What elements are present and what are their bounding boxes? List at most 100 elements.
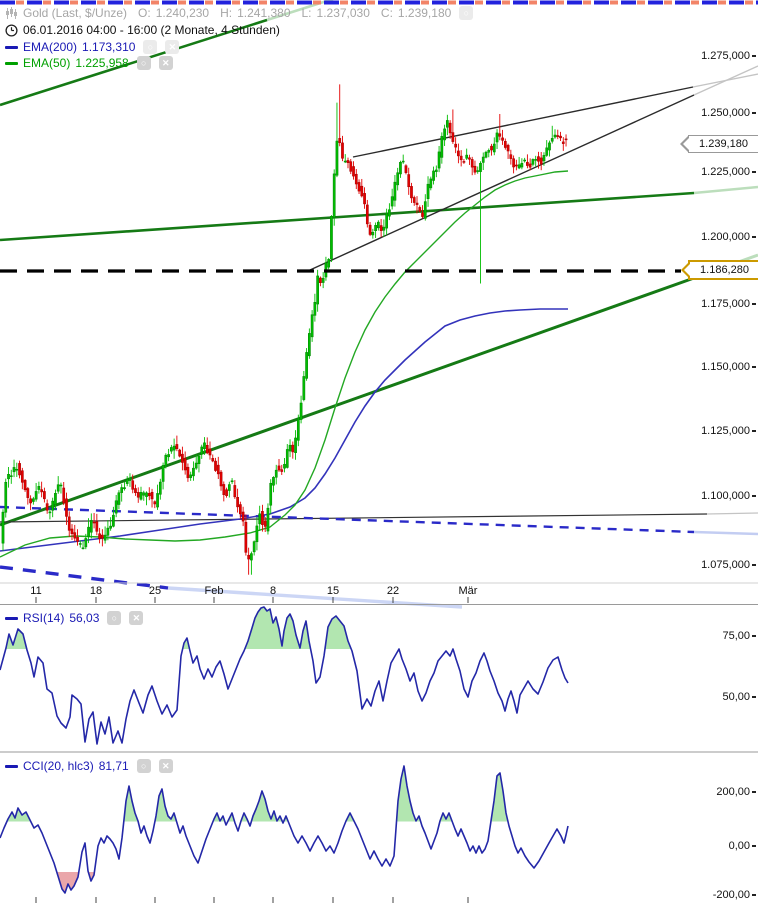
candle-body <box>34 491 38 500</box>
candle-body <box>244 521 248 553</box>
cci-settings-button[interactable]: ○ <box>136 759 151 773</box>
blue-dashed-downtrend[interactable] <box>0 565 169 590</box>
candle-body <box>277 465 281 471</box>
candle-body <box>164 454 168 466</box>
candle-body <box>468 157 471 160</box>
candle-body <box>1 511 5 544</box>
candle-body <box>258 513 262 525</box>
candle-body <box>197 456 201 465</box>
black-wedge-upper[interactable] <box>352 86 694 158</box>
candle-body <box>526 161 529 166</box>
black-wedge-lower[interactable] <box>309 94 695 271</box>
candle-body <box>401 160 405 163</box>
green-channel-lower[interactable] <box>0 276 695 527</box>
candle-body <box>399 161 402 175</box>
blue-dashed-downtrend-extension <box>167 586 463 609</box>
green-channel-upper[interactable] <box>0 18 268 107</box>
candle-body <box>374 225 377 232</box>
candle-body <box>181 453 184 463</box>
ema200-line[interactable] <box>0 308 568 552</box>
candle-body <box>84 538 88 548</box>
ema200-settings-button[interactable]: ○ <box>143 40 158 54</box>
cci-close-button[interactable]: ✕ <box>158 759 173 773</box>
candle-body <box>106 527 110 536</box>
candle-body <box>48 511 52 514</box>
rsi-close-button[interactable]: ✕ <box>129 611 144 625</box>
candle-body <box>26 488 30 498</box>
candle-body <box>189 474 193 478</box>
candle-body <box>426 183 430 199</box>
rsi-line[interactable] <box>0 606 569 745</box>
candle-body <box>227 484 231 491</box>
candle-body <box>330 215 333 260</box>
candle-body <box>139 492 143 500</box>
candle-body <box>136 492 140 498</box>
instrument-settings-button[interactable]: ○ <box>459 6 474 20</box>
candle-body <box>269 482 273 506</box>
candle-body <box>451 132 455 142</box>
candle-body <box>492 143 496 153</box>
candle-body <box>112 514 115 527</box>
candle-body <box>313 302 317 316</box>
candle-body <box>241 511 245 522</box>
ema50-close-button[interactable]: ✕ <box>158 56 173 70</box>
candle-body <box>255 525 259 543</box>
candle-body <box>233 485 237 498</box>
candle-body <box>327 259 331 268</box>
candle-body <box>556 135 560 137</box>
candle-body <box>156 493 159 508</box>
candle-body <box>200 446 204 455</box>
candle-body <box>114 500 118 514</box>
blue-dashed-resistance[interactable] <box>0 505 695 534</box>
candle-body <box>9 475 13 477</box>
ema200-close-button[interactable]: ✕ <box>165 40 180 54</box>
candle-body <box>186 466 190 479</box>
candle-body <box>103 534 107 541</box>
candle-body <box>465 154 469 159</box>
candle-body <box>70 528 74 534</box>
candle-body <box>363 193 366 205</box>
rsi-settings-button[interactable]: ○ <box>107 611 122 625</box>
candle-body <box>216 464 220 475</box>
green-support-rising[interactable] <box>0 191 695 242</box>
candle-body <box>548 142 551 151</box>
candle-body <box>12 467 16 473</box>
candle-body <box>54 493 57 506</box>
candle-body <box>490 145 493 151</box>
candle-body <box>421 212 424 217</box>
candle-body <box>440 136 444 158</box>
candle-body <box>443 128 446 141</box>
candle-body <box>418 207 422 212</box>
black-level-thin[interactable] <box>0 513 708 523</box>
candle-body <box>515 164 518 167</box>
candle-body <box>371 231 375 236</box>
candle-body <box>117 492 121 505</box>
candle-body <box>531 159 535 165</box>
candle-body <box>178 449 181 457</box>
green-support-rising-extension <box>693 185 758 195</box>
candle-body <box>473 165 477 173</box>
candlestick-series[interactable] <box>1 84 568 575</box>
cci-line[interactable] <box>0 765 569 894</box>
candle-body <box>250 553 253 561</box>
candle-body <box>147 493 151 497</box>
candle-body <box>484 151 488 158</box>
ema50-line[interactable] <box>0 170 569 558</box>
candle-body <box>92 521 96 524</box>
ema50-settings-button[interactable]: ○ <box>136 56 151 70</box>
candle-body <box>280 469 284 472</box>
candle-body <box>161 465 165 482</box>
candle-body <box>517 164 521 169</box>
candle-body <box>272 477 275 486</box>
candle-body <box>45 503 49 511</box>
candle-body <box>131 480 135 490</box>
candle-body <box>564 138 568 141</box>
candle-body <box>37 486 41 490</box>
candle-body <box>495 132 499 143</box>
candle-body <box>321 277 325 283</box>
candle-body <box>404 165 408 173</box>
candle-body <box>98 533 101 540</box>
candle-body <box>252 541 256 553</box>
candle-body <box>205 445 209 454</box>
